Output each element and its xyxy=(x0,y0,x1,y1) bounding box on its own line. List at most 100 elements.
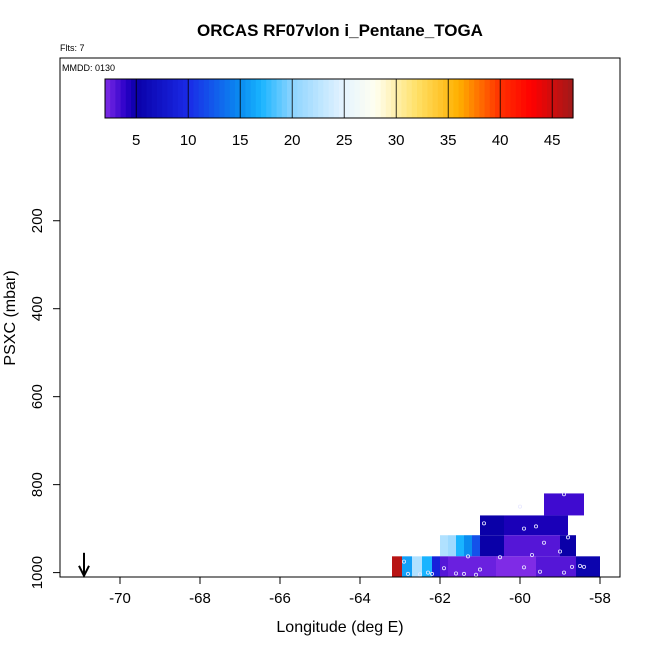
colorbar-swatch xyxy=(505,79,512,118)
start-arrow xyxy=(78,552,90,579)
colorbar-swatch xyxy=(422,79,428,118)
heatmap-cell-9 xyxy=(464,535,472,557)
data-point-11 xyxy=(425,570,430,575)
data-point-17 xyxy=(461,571,466,576)
heatmap-cell-12 xyxy=(402,556,412,577)
colorbar-swatch xyxy=(307,79,314,118)
colorbar-swatch xyxy=(370,79,376,118)
data-point-13 xyxy=(405,571,410,576)
heatmap-cell-13 xyxy=(412,556,422,577)
colorbar-swatch xyxy=(120,79,127,118)
colorbar-swatch xyxy=(151,79,158,118)
x-axis-label: Longitude (deg E) xyxy=(276,619,403,636)
heatmap-cell-14 xyxy=(422,556,432,577)
colorbar-swatch xyxy=(333,79,340,118)
data-point-24 xyxy=(562,570,567,575)
colorbar-swatch xyxy=(281,79,288,118)
colorbar-swatch xyxy=(172,79,179,118)
colorbar-swatch xyxy=(188,79,194,118)
colorbar-swatch xyxy=(266,79,272,118)
colorbar-swatch xyxy=(557,79,564,118)
colorbar-swatch xyxy=(177,79,184,118)
colorbar-swatch xyxy=(443,79,449,118)
colorbar-swatch xyxy=(141,79,148,118)
colorbar-swatch xyxy=(349,79,356,118)
colorbar-swatch xyxy=(417,79,423,118)
colorbar-swatch xyxy=(526,79,532,118)
y-tick-label: 600 xyxy=(29,384,46,409)
heatmap-cell-1 xyxy=(480,515,504,536)
colorbar-swatch xyxy=(146,79,153,118)
data-point-16 xyxy=(453,571,458,576)
y-tick-label: 400 xyxy=(29,296,46,321)
data-point-2 xyxy=(534,524,539,529)
colorbar-swatch xyxy=(567,79,574,118)
colorbar-swatch xyxy=(328,79,335,118)
colorbar-swatch xyxy=(235,79,241,118)
colorbar-swatch xyxy=(541,79,548,118)
data-point-25 xyxy=(578,564,583,569)
colorbar-swatch xyxy=(474,79,480,118)
colorbar-swatch xyxy=(536,79,543,118)
data-point-21 xyxy=(530,553,535,558)
heatmap-cell-2 xyxy=(504,515,568,536)
colorbar-swatch xyxy=(463,79,470,118)
colorbar-swatch xyxy=(125,79,132,118)
colorbar-swatch xyxy=(198,79,205,118)
colorbar-swatch xyxy=(271,79,278,118)
colorbar-swatch xyxy=(245,79,252,118)
x-tick-label: -60 xyxy=(509,590,531,607)
heatmap-cell-4 xyxy=(504,535,560,557)
colorbar-swatch xyxy=(214,79,220,118)
x-tick-label: -70 xyxy=(109,590,131,607)
colorbar-tick-label: 10 xyxy=(180,132,197,149)
colorbar-swatch xyxy=(562,79,569,118)
colorbar-swatch xyxy=(110,79,116,118)
colorbar-swatch xyxy=(531,79,538,118)
colorbar-swatch xyxy=(375,79,382,118)
data-point-5 xyxy=(542,540,547,545)
heatmap-cell-8 xyxy=(456,535,464,557)
colorbar-swatch xyxy=(469,79,475,118)
colorbar-swatch xyxy=(162,79,168,118)
colorbar-tick-label: 40 xyxy=(492,132,509,149)
data-point-22 xyxy=(538,569,543,574)
plot-frame xyxy=(59,57,621,578)
data-point-3 xyxy=(522,526,527,531)
heatmap-cell-15 xyxy=(432,556,440,577)
heatmap-cell-11 xyxy=(392,556,402,577)
colorbar-swatch xyxy=(323,79,330,118)
data-point-12 xyxy=(401,559,406,564)
colorbar-swatch xyxy=(479,79,486,118)
colorbar-swatch xyxy=(500,79,506,118)
heatmap-cell-20 xyxy=(576,556,600,577)
colorbar-swatch xyxy=(547,79,553,118)
data-point-6 xyxy=(566,535,571,540)
colorbar-swatch xyxy=(302,79,309,118)
colorbar-swatch xyxy=(339,79,345,118)
y-tick-label: 200 xyxy=(29,208,46,233)
chart-title: ORCAS RF07vlon i_Pentane_TOGA xyxy=(197,21,483,40)
data-point-20 xyxy=(522,565,527,570)
colorbar-swatch xyxy=(261,79,267,118)
colorbar-swatch xyxy=(157,79,163,118)
colorbar-swatch xyxy=(229,79,236,118)
colorbar-swatch xyxy=(105,79,111,118)
colorbar-swatch xyxy=(183,79,189,118)
data-points xyxy=(401,492,587,577)
colorbar-swatch xyxy=(297,79,304,118)
data-point-15 xyxy=(429,571,434,576)
colorbar-swatch xyxy=(167,79,174,118)
heatmap-cell-3 xyxy=(480,535,504,557)
colorbar-swatch xyxy=(380,79,387,118)
mmdd-annotation: MMDD: 0130 xyxy=(62,63,115,73)
colorbar-swatch xyxy=(219,79,226,118)
colorbar-swatch xyxy=(411,79,418,118)
colorbar-swatch xyxy=(552,79,558,118)
colorbar-swatch xyxy=(432,79,439,118)
colorbar-swatch xyxy=(276,79,283,118)
data-point-18 xyxy=(473,572,478,577)
heatmap-cell-6 xyxy=(440,535,448,557)
x-tick-label: -68 xyxy=(189,590,211,607)
